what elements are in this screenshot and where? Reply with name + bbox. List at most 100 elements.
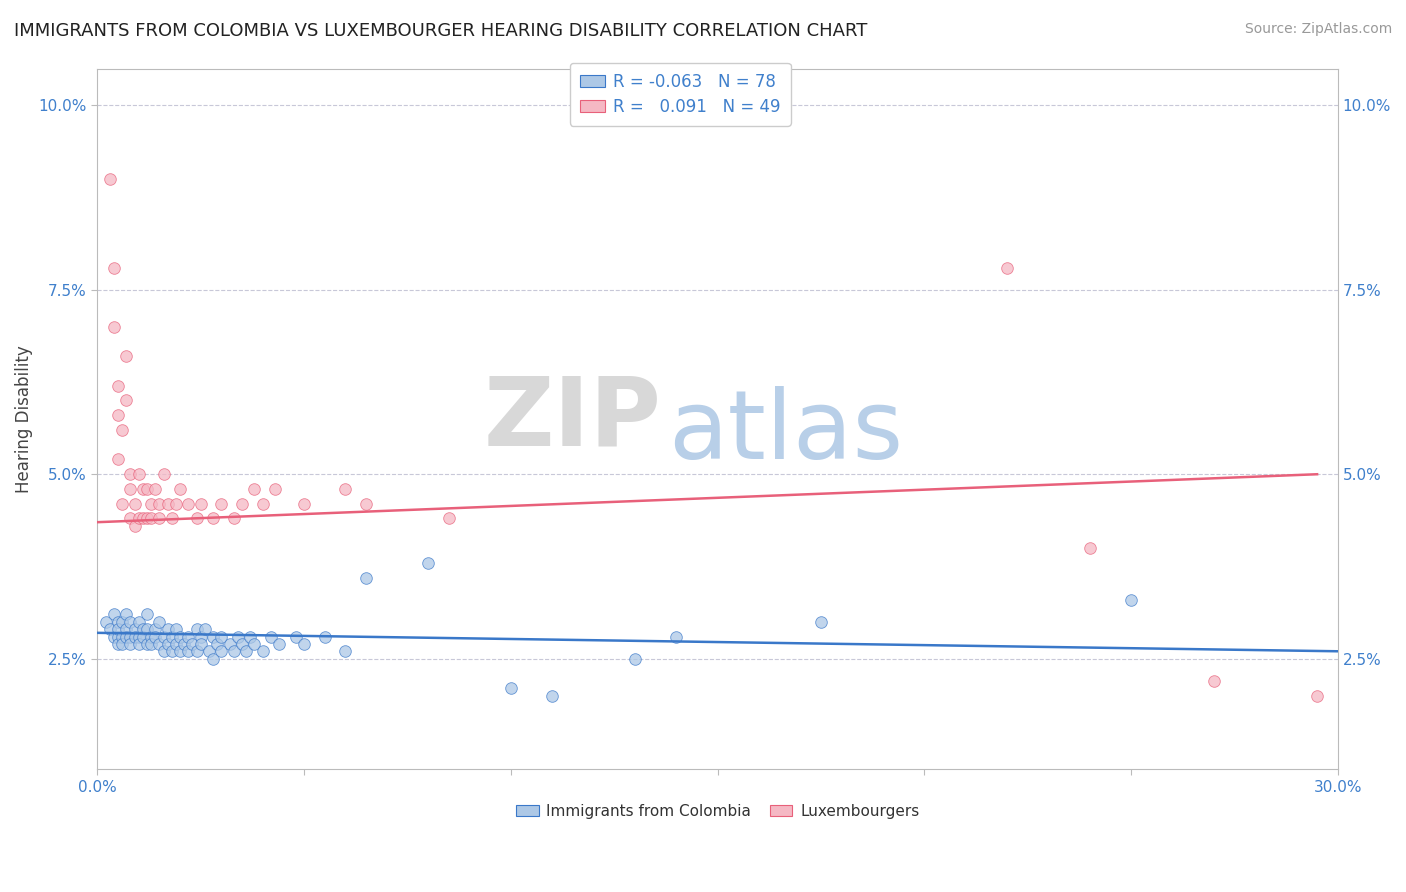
Point [124, 622, 146, 636]
Point [269, 637, 291, 651]
Point [148, 511, 170, 525]
Point [111, 615, 134, 629]
Point [202, 511, 225, 525]
Point [103, 630, 125, 644]
Point [120, 615, 142, 629]
Point [186, 644, 208, 658]
Point [139, 497, 162, 511]
Point [136, 637, 159, 651]
Point [132, 630, 155, 644]
Point [107, 637, 129, 651]
Point [202, 651, 225, 665]
Text: Source: ZipAtlas.com: Source: ZipAtlas.com [1244, 22, 1392, 37]
Point [143, 622, 166, 636]
Point [239, 630, 262, 644]
Point [335, 482, 357, 496]
Point [124, 519, 146, 533]
Point [132, 622, 155, 636]
Text: atlas: atlas [668, 386, 903, 479]
Point [148, 615, 170, 629]
Point [156, 497, 179, 511]
Point [541, 689, 564, 703]
Point [120, 467, 142, 482]
Point [143, 630, 166, 644]
Legend: Immigrants from Colombia, Luxembourgers: Immigrants from Colombia, Luxembourgers [509, 797, 925, 825]
Point [128, 511, 150, 525]
Point [107, 452, 129, 467]
Point [152, 630, 174, 644]
Point [173, 637, 195, 651]
Point [1078, 541, 1101, 555]
Point [665, 630, 688, 644]
Point [115, 393, 138, 408]
Point [218, 637, 240, 651]
Point [139, 637, 162, 651]
Point [143, 482, 166, 496]
Point [207, 637, 229, 651]
Point [190, 497, 212, 511]
Point [107, 378, 129, 392]
Point [98, 622, 121, 636]
Point [1202, 673, 1225, 688]
Point [186, 622, 208, 636]
Point [264, 482, 287, 496]
Point [139, 630, 162, 644]
Point [810, 615, 832, 629]
Point [132, 511, 155, 525]
Point [198, 644, 221, 658]
Point [124, 497, 146, 511]
Point [111, 423, 134, 437]
Point [107, 615, 129, 629]
Point [209, 630, 232, 644]
Point [624, 651, 647, 665]
Point [136, 482, 159, 496]
Point [139, 511, 162, 525]
Point [235, 644, 257, 658]
Point [103, 607, 125, 622]
Text: ZIP: ZIP [484, 373, 662, 466]
Point [437, 511, 460, 525]
Point [160, 630, 183, 644]
Text: IMMIGRANTS FROM COLOMBIA VS LUXEMBOURGER HEARING DISABILITY CORRELATION CHART: IMMIGRANTS FROM COLOMBIA VS LUXEMBOURGER… [14, 22, 868, 40]
Point [111, 637, 134, 651]
Point [152, 467, 174, 482]
Point [416, 556, 439, 570]
Point [103, 260, 125, 275]
Point [128, 637, 150, 651]
Point [231, 637, 253, 651]
Point [194, 622, 217, 636]
Point [156, 622, 179, 636]
Y-axis label: Hearing Disability: Hearing Disability [15, 345, 32, 492]
Point [177, 644, 200, 658]
Point [231, 497, 253, 511]
Point [335, 644, 357, 658]
Point [1119, 592, 1142, 607]
Point [152, 644, 174, 658]
Point [115, 607, 138, 622]
Point [222, 644, 245, 658]
Point [160, 644, 183, 658]
Point [128, 630, 150, 644]
Point [111, 630, 134, 644]
Point [148, 637, 170, 651]
Point [181, 637, 204, 651]
Point [156, 637, 179, 651]
Point [120, 511, 142, 525]
Point [136, 622, 159, 636]
Point [124, 630, 146, 644]
Point [115, 622, 138, 636]
Point [115, 349, 138, 363]
Point [165, 497, 187, 511]
Point [499, 681, 522, 695]
Point [190, 630, 212, 644]
Point [136, 607, 159, 622]
Point [128, 467, 150, 482]
Point [354, 570, 377, 584]
Point [107, 622, 129, 636]
Point [120, 637, 142, 651]
Point [209, 497, 232, 511]
Point [98, 172, 121, 186]
Point [354, 497, 377, 511]
Point [115, 630, 138, 644]
Point [160, 511, 183, 525]
